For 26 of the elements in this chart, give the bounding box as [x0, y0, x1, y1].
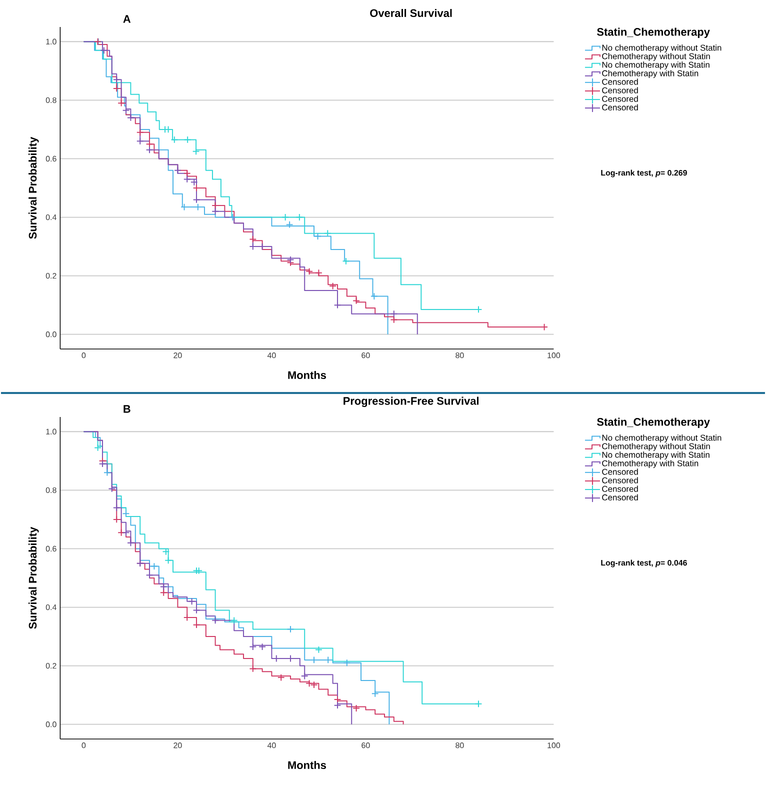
legend-label: Censored — [602, 486, 638, 492]
legend-label: Chemotherapy with Statin — [602, 460, 698, 468]
legend-label: Censored — [602, 96, 638, 102]
legend-label: Censored — [602, 468, 638, 475]
text: A — [123, 15, 131, 23]
legend-label: Censored — [602, 78, 638, 85]
legend-label: Censored — [602, 104, 638, 110]
legend-label: No chemotherapy with Statin — [602, 62, 710, 70]
legend-label: Censored — [602, 87, 638, 94]
x-axis-title: Months — [288, 761, 326, 770]
legend-title: Statin_Chemotherapy — [597, 28, 710, 38]
legend-label: Chemotherapy without Statin — [602, 53, 710, 61]
legend-label: Chemotherapy with Statin — [602, 70, 698, 78]
legend-label: No chemotherapy without Statin — [602, 44, 722, 52]
legend-label: Censored — [602, 494, 638, 500]
legend-label: Chemotherapy without Statin — [602, 443, 710, 451]
legend-label: No chemotherapy with Statin — [602, 452, 710, 460]
y-axis-title: Survival Probability — [28, 136, 39, 239]
x-axis-title: Months — [288, 370, 326, 380]
y-axis-title: Survival Probability — [28, 526, 39, 629]
legend-title: Statin_Chemotherapy — [597, 418, 710, 428]
text: B — [124, 405, 130, 413]
legend-label: No chemotherapy without Statin — [602, 434, 722, 442]
chart-title: Progression-Free Survival — [344, 396, 478, 408]
legend-label: Censored — [602, 477, 638, 484]
chart-title: Overall Survival — [370, 8, 452, 18]
